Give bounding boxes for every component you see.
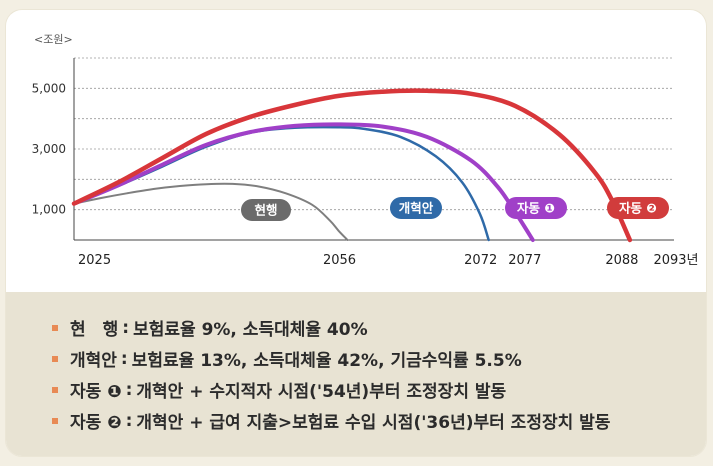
x-tick-label: 2088 [605, 253, 638, 268]
legend-item-reform: 개혁안 : 보험료율 13%, 소득대체율 42%, 기금수익률 5.5% [52, 343, 610, 374]
chart-card: <조원> 1,000 3,000 5,000 현행 개혁안 자동 ❶ 자동 ❷ 2025 2… [6, 10, 706, 456]
series-auto-2-line [71, 88, 633, 243]
series-current-line [73, 182, 349, 241]
legend-sep: : [125, 410, 133, 431]
gridlines [73, 57, 674, 241]
legend-bullet [52, 417, 58, 424]
legend-desc: 보험료율 13%, 소득대체율 42%, 기금수익률 5.5% [131, 351, 522, 371]
x-tick-label: 2072 [464, 253, 497, 268]
series-reform-line [72, 125, 490, 242]
legend-name: 자동 ❷ [70, 413, 122, 433]
legend-bullet [52, 386, 58, 393]
y-tick-label: 3,000 [32, 142, 66, 156]
legend-sep: : [120, 348, 128, 369]
x-tick-label: 2093년 [653, 253, 698, 268]
badge-auto-1: 자동 ❶ [505, 197, 567, 219]
badge-label: 자동 ❷ [619, 201, 657, 216]
legend-panel: 현 행 : 보험료율 9%, 소득대체율 40% 개혁안 : 보험료율 13%,… [6, 292, 706, 456]
series-lines [71, 88, 633, 243]
y-tick-labels: 1,000 3,000 5,000 [32, 81, 66, 216]
y-tick-label: 5,000 [32, 81, 66, 95]
y-unit-label: <조원> [34, 33, 73, 46]
x-tick-label: 2025 [78, 253, 111, 268]
badge-label: 현행 [254, 203, 277, 218]
badge-reform: 개혁안 [390, 197, 442, 219]
badge-pill [505, 197, 567, 219]
legend-bullet [52, 355, 58, 362]
legend-sep: : [122, 317, 130, 338]
legend-name: 현 행 [70, 320, 119, 340]
legend-item-auto-1: 자동 ❶ : 개혁안 + 수지적자 시점('54년)부터 조정장치 발동 [52, 374, 610, 405]
legend-desc: 보험료율 9%, 소득대체율 40% [133, 320, 368, 340]
legend-desc: 개혁안 + 수지적자 시점('54년)부터 조정장치 발동 [136, 382, 507, 402]
badge-auto-2: 자동 ❷ [607, 197, 669, 219]
badge-label: 자동 ❶ [517, 201, 555, 216]
x-tick-label: 2056 [323, 253, 356, 268]
legend-name: 개혁안 [70, 351, 117, 371]
legend-bullet [52, 324, 58, 331]
badge-pill [241, 199, 291, 221]
badge-pill [390, 197, 442, 219]
badge-label: 개혁안 [399, 201, 434, 216]
series-badges: 현행 개혁안 자동 ❶ 자동 ❷ [241, 197, 669, 221]
legend-sep: : [125, 379, 133, 400]
legend-item-auto-2: 자동 ❷ : 개혁안 + 급여 지출>보험료 수입 시점('36년)부터 조정장… [52, 405, 610, 436]
series-auto-1-line [72, 122, 535, 242]
badge-current: 현행 [241, 199, 291, 221]
x-tick-label: 2077 [508, 253, 541, 268]
y-tick-label: 1,000 [32, 203, 66, 217]
legend-list: 현 행 : 보험료율 9%, 소득대체율 40% 개혁안 : 보험료율 13%,… [52, 312, 610, 436]
legend-desc: 개혁안 + 급여 지출>보험료 수입 시점('36년)부터 조정장치 발동 [136, 413, 611, 433]
badge-pill [607, 197, 669, 219]
legend-item-current: 현 행 : 보험료율 9%, 소득대체율 40% [52, 312, 610, 343]
x-tick-labels: 2025 2056 2072 2077 2088 2093년 [78, 253, 699, 268]
legend-name: 자동 ❶ [70, 382, 122, 402]
